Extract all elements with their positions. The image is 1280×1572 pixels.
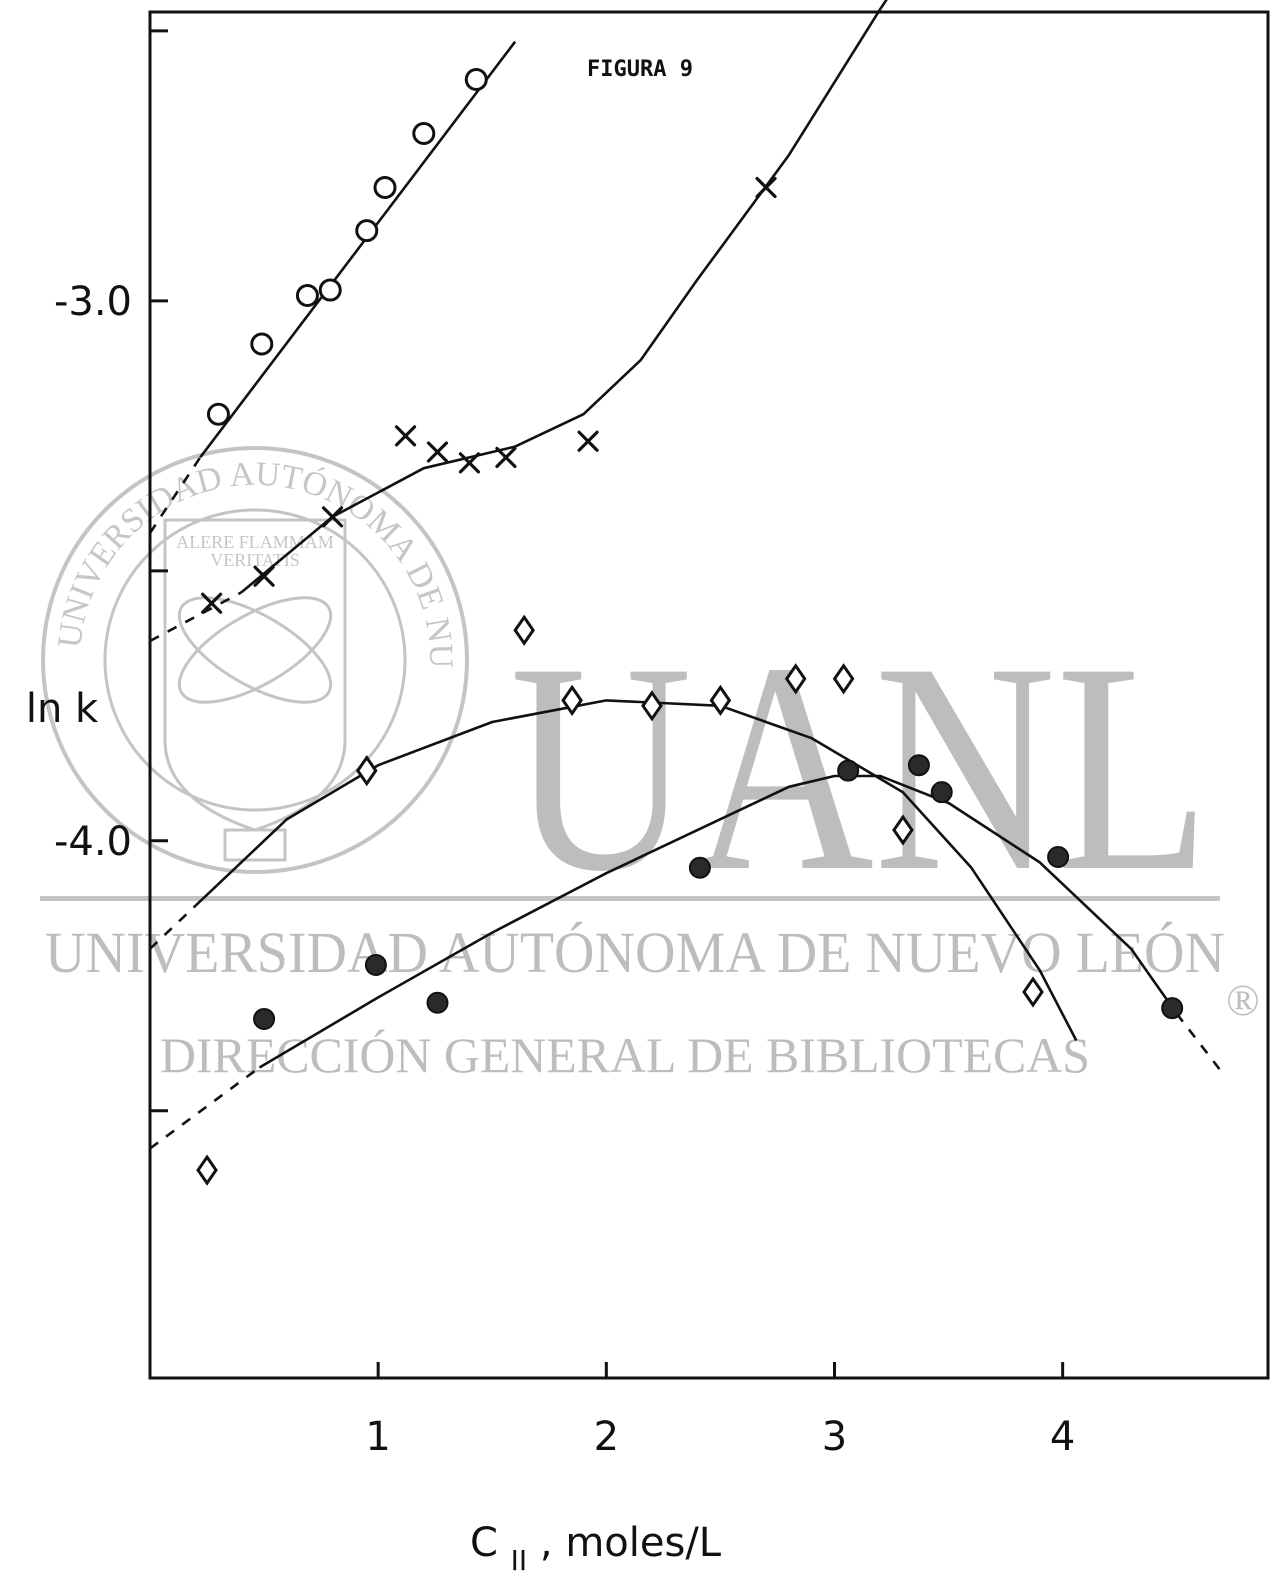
x-tick-label-4: 4 bbox=[1050, 1414, 1075, 1460]
series-4-fit-line bbox=[258, 774, 1178, 1069]
series-3-point-10 bbox=[1022, 976, 1044, 1008]
series-4-point-3 bbox=[426, 991, 449, 1014]
series-2-fit-line bbox=[240, 0, 888, 594]
series-4-point-5 bbox=[837, 759, 860, 782]
series-2-point-1 bbox=[201, 592, 223, 614]
seal-motto-2: VERITATIS bbox=[210, 550, 300, 570]
x-tick-label-2: 2 bbox=[594, 1414, 619, 1460]
series-2-point-8 bbox=[577, 430, 599, 452]
series-4-point-9 bbox=[1161, 997, 1184, 1020]
series-3-point-3 bbox=[513, 614, 536, 646]
plot-frame bbox=[148, 10, 1270, 1380]
x-tick-label-1: 1 bbox=[365, 1414, 390, 1460]
series-4-point-8 bbox=[1047, 845, 1070, 868]
data-points bbox=[196, 67, 1184, 1186]
y-tick-label--4: -4.0 bbox=[54, 819, 132, 865]
series-1-fit-extrapolation bbox=[148, 456, 202, 534]
series-3-point-1 bbox=[196, 1154, 218, 1186]
series-4-point-1 bbox=[253, 1007, 276, 1030]
series-2-point-6 bbox=[458, 452, 481, 474]
x-axis-label-subscript: II bbox=[511, 1544, 528, 1572]
series-1-point-2 bbox=[250, 332, 274, 356]
series-3-point-2 bbox=[355, 754, 378, 787]
series-3-point-5 bbox=[641, 690, 663, 722]
series-4-point-2 bbox=[364, 953, 387, 976]
x-axis: 1 2 3 4 bbox=[365, 1362, 1075, 1460]
series-1-fit-line bbox=[199, 40, 517, 459]
series-1-point-6 bbox=[373, 175, 397, 199]
series-4-point-6 bbox=[907, 754, 930, 777]
series-4-point-7 bbox=[930, 781, 953, 804]
series-1-point-7 bbox=[412, 121, 436, 145]
series-2-point-7 bbox=[495, 446, 517, 469]
series-1-point-1 bbox=[206, 402, 230, 426]
x-axis-label: C II , moles/L bbox=[470, 1520, 722, 1572]
x-tick-label-3: 3 bbox=[822, 1414, 847, 1460]
watermark-line-1: UNIVERSIDAD AUTÓNOMA DE NUEVO LEÓN bbox=[45, 920, 1225, 985]
series-2-fit-extrapolation bbox=[149, 591, 242, 643]
y-tick-label--3: -3.0 bbox=[54, 279, 132, 325]
y-axis-label: ln k bbox=[26, 686, 99, 732]
series-2-point-2 bbox=[253, 565, 275, 587]
series-2-point-5 bbox=[426, 441, 449, 463]
series-4-point-4 bbox=[688, 856, 711, 879]
series-3-point-4 bbox=[561, 684, 583, 717]
university-seal bbox=[41, 446, 469, 874]
series-1-point-8 bbox=[464, 67, 488, 91]
y-axis: -4.0 -3.0 bbox=[54, 29, 168, 1113]
series-2-point-9 bbox=[755, 176, 777, 199]
series-4-fit-extrapolation-start bbox=[149, 1066, 261, 1150]
series-3-point-9 bbox=[892, 814, 914, 846]
watermark-rule bbox=[40, 896, 1220, 901]
series-2-point-3 bbox=[321, 506, 344, 528]
uanl-watermark: UNIVERSIDAD AUTÓNOMA DE NUEVO LEÓN ALERE… bbox=[0, 0, 1260, 1083]
series-1-point-5 bbox=[355, 219, 379, 243]
series-3-point-8 bbox=[832, 663, 855, 695]
x-axis-label-symbol: C bbox=[470, 1520, 498, 1566]
series-2-point-4 bbox=[394, 425, 417, 447]
x-axis-label-unit: , moles/L bbox=[540, 1520, 722, 1566]
chart-title: FIGURA 9 bbox=[587, 57, 693, 82]
series-3-point-7 bbox=[784, 663, 807, 695]
series-1-point-3 bbox=[295, 283, 319, 307]
series-4-fit-extrapolation-end bbox=[1175, 1012, 1224, 1074]
series-3-point-6 bbox=[709, 684, 732, 717]
series-1-point-4 bbox=[318, 278, 342, 302]
watermark-line-2: DIRECCIÓN GENERAL DE BIBLIOTECAS bbox=[160, 1027, 1090, 1083]
registered-mark: ® bbox=[1226, 976, 1259, 1025]
